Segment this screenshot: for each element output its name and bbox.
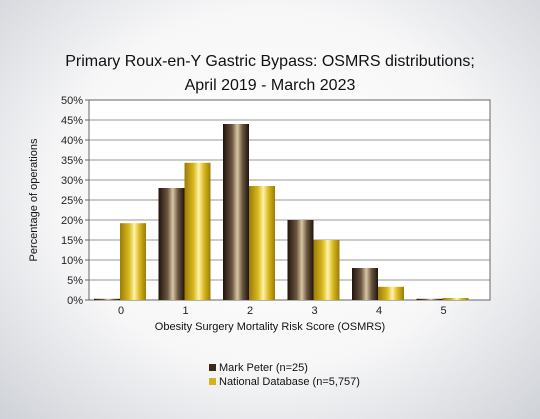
y-tick-label: 50%: [61, 95, 83, 107]
bars: [94, 124, 469, 300]
legend: Mark Peter (n=25) National Database (n=5,…: [209, 362, 360, 388]
legend-swatch: [209, 378, 216, 385]
y-tick-label: 40%: [61, 135, 83, 147]
y-tick-label: 45%: [61, 115, 83, 127]
legend-label: Mark Peter (n=25): [219, 362, 308, 374]
y-tick-label: 25%: [61, 195, 83, 207]
chart-title-line-1: Primary Roux-en-Y Gastric Bypass: OSMRS …: [65, 53, 475, 70]
legend-swatch: [209, 364, 216, 371]
x-tick-label: 4: [376, 305, 382, 317]
y-tick-label: 0%: [67, 295, 83, 307]
x-tick-label: 1: [182, 305, 188, 317]
legend-label: National Database (n=5,757): [219, 376, 360, 388]
bar-mark-peter-5: [416, 298, 443, 300]
y-axis-label: Percentage of operations: [28, 138, 40, 261]
chart-title-line-2: April 2019 - March 2023: [185, 77, 356, 94]
bar-national-database-1: [184, 162, 211, 300]
y-tick-label: 5%: [67, 275, 83, 287]
y-tick-label: 30%: [61, 175, 83, 187]
bar-national-database-5: [442, 298, 469, 300]
bar-mark-peter-0: [94, 298, 120, 300]
y-tick-label: 10%: [61, 255, 83, 267]
bar-national-database-2: [249, 186, 275, 300]
x-tick-label: 0: [118, 305, 124, 317]
bar-national-database-3: [313, 240, 340, 300]
bar-mark-peter-3: [287, 220, 314, 300]
y-axis-ticks: 0% 5% 10% 15% 20% 25% 30% 35% 40% 45% 50%: [61, 95, 89, 307]
bar-national-database-4: [378, 286, 404, 300]
x-axis-ticks: 0 1 2 3 4 5: [118, 305, 447, 317]
gridlines: [89, 119, 490, 281]
y-tick-label: 35%: [61, 155, 83, 167]
bar-mark-peter-4: [352, 268, 378, 300]
bar-mark-peter-2: [223, 124, 249, 300]
bar-mark-peter-1: [158, 188, 185, 300]
x-axis-label: Obesity Surgery Mortality Risk Score (OS…: [155, 321, 385, 333]
x-tick-label: 2: [247, 305, 253, 317]
y-tick-label: 15%: [61, 235, 83, 247]
y-tick-label: 20%: [61, 215, 83, 227]
x-tick-label: 3: [311, 305, 317, 317]
x-tick-label: 5: [440, 305, 446, 317]
bar-national-database-0: [120, 223, 146, 300]
